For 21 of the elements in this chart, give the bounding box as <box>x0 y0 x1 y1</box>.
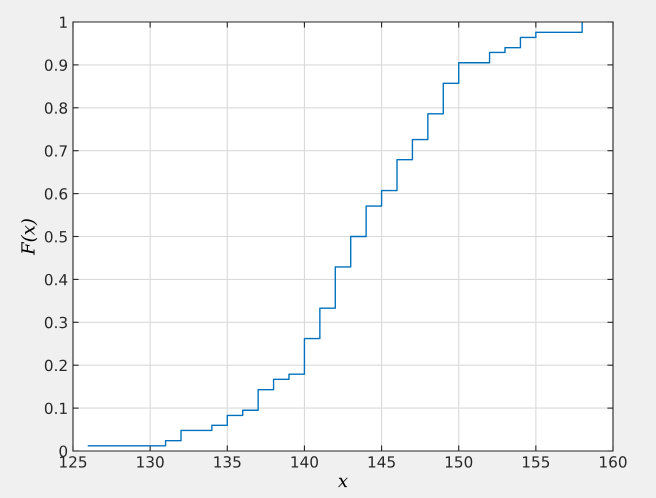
x-tick-label: 150 <box>446 456 472 468</box>
x-tick-label: 160 <box>600 456 627 468</box>
x-tick-label: 125 <box>60 456 86 468</box>
y-tick-label: 0.1 <box>44 402 67 414</box>
y-tick-label: 0 <box>59 445 68 458</box>
x-axis-title: x <box>338 478 348 488</box>
y-tick-label: 0.2 <box>44 360 67 372</box>
y-tick-label: 0.7 <box>44 145 67 157</box>
y-tick-label: 0.9 <box>44 59 68 71</box>
y-tick-label: 1 <box>60 16 67 28</box>
x-tick-label: 145 <box>368 456 395 468</box>
y-axis-title: F(x) <box>20 219 38 256</box>
y-tick-label: 0.4 <box>44 274 68 286</box>
x-tick-label: 140 <box>292 456 318 468</box>
y-tick-label: 0.3 <box>44 316 67 328</box>
x-tick-label: 135 <box>214 456 241 468</box>
x-tick-label: 130 <box>137 456 164 468</box>
y-tick-label: 0.8 <box>44 102 68 114</box>
y-tick-label: 0.5 <box>44 230 67 243</box>
y-tick-label: 0.6 <box>44 188 68 200</box>
x-tick-label: 155 <box>522 456 550 468</box>
